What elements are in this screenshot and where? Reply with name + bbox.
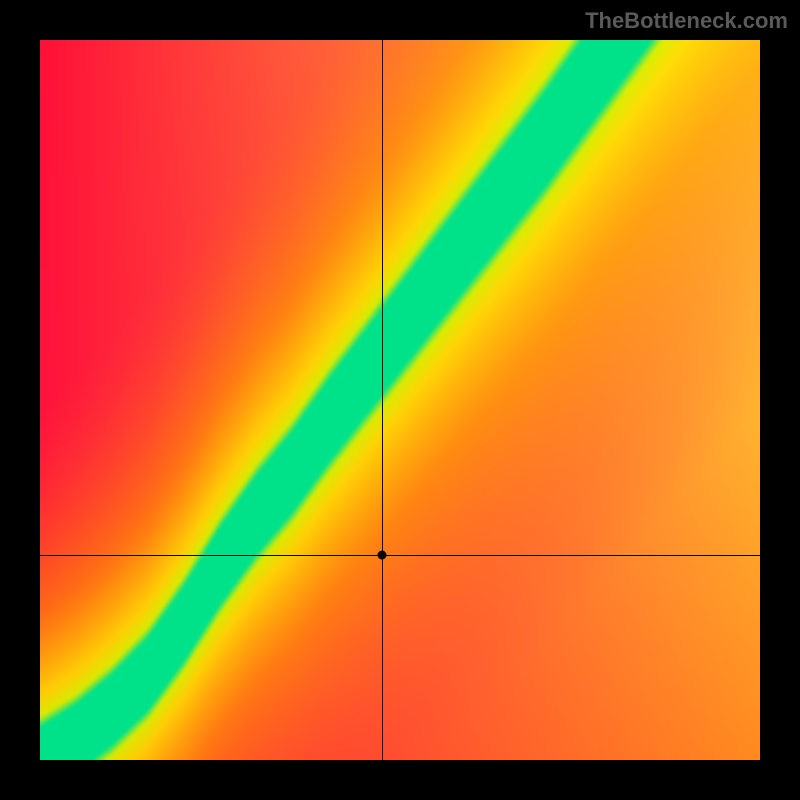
heatmap-canvas: [40, 40, 760, 760]
watermark: TheBottleneck.com: [585, 8, 788, 34]
marker-dot: [378, 550, 387, 559]
crosshair-vertical: [382, 40, 383, 760]
crosshair-horizontal: [40, 555, 760, 556]
plot-area: [40, 40, 760, 760]
